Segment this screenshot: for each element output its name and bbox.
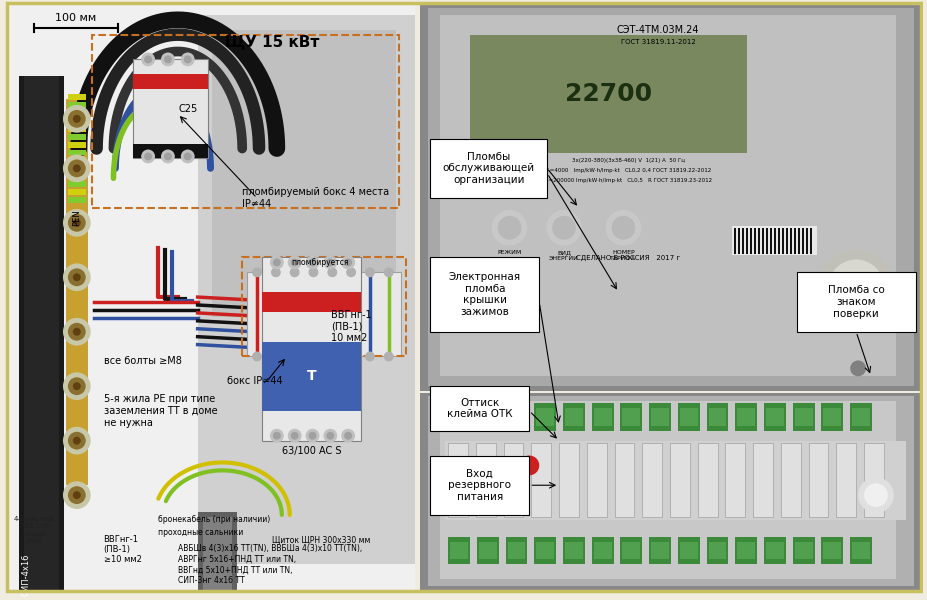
Circle shape bbox=[73, 115, 81, 123]
Circle shape bbox=[308, 259, 316, 266]
Bar bbox=[531, 443, 551, 517]
Circle shape bbox=[857, 478, 893, 513]
Bar bbox=[792, 537, 814, 565]
Bar bbox=[765, 228, 768, 254]
Circle shape bbox=[611, 216, 635, 239]
Bar bbox=[737, 542, 755, 559]
Bar bbox=[428, 8, 912, 386]
Bar bbox=[507, 542, 525, 559]
Circle shape bbox=[305, 429, 319, 443]
Circle shape bbox=[849, 361, 865, 376]
Bar bbox=[430, 386, 528, 431]
Circle shape bbox=[270, 256, 284, 269]
Bar bbox=[534, 537, 555, 565]
Bar bbox=[649, 537, 670, 565]
Bar bbox=[19, 76, 64, 591]
Bar bbox=[792, 403, 814, 431]
Circle shape bbox=[141, 149, 155, 163]
Circle shape bbox=[73, 219, 81, 227]
Text: пломбируется: пломбируется bbox=[291, 258, 349, 267]
Circle shape bbox=[164, 55, 171, 64]
Bar bbox=[534, 403, 555, 431]
Bar bbox=[503, 443, 523, 517]
Circle shape bbox=[863, 483, 887, 507]
Bar bbox=[669, 443, 689, 517]
Circle shape bbox=[271, 268, 281, 277]
Bar bbox=[212, 30, 395, 317]
Circle shape bbox=[141, 52, 155, 67]
Bar bbox=[197, 15, 415, 565]
Bar bbox=[785, 228, 787, 254]
Bar bbox=[68, 181, 85, 187]
Bar bbox=[822, 408, 841, 426]
Text: проходные сальники: проходные сальники bbox=[158, 528, 243, 537]
Circle shape bbox=[364, 352, 375, 361]
Bar bbox=[536, 542, 553, 559]
Bar bbox=[777, 228, 779, 254]
Bar bbox=[742, 228, 743, 254]
Bar bbox=[781, 228, 783, 254]
Circle shape bbox=[68, 268, 85, 286]
Bar bbox=[133, 143, 208, 158]
Circle shape bbox=[323, 256, 337, 269]
Circle shape bbox=[287, 256, 301, 269]
Circle shape bbox=[73, 274, 81, 281]
Bar bbox=[476, 443, 495, 517]
Text: 4-жильный
ПВ3 1х6
общий
узел: 4-жильный ПВ3 1х6 общий узел bbox=[14, 516, 55, 544]
Circle shape bbox=[346, 268, 356, 277]
Circle shape bbox=[289, 268, 299, 277]
Bar bbox=[450, 542, 467, 559]
Bar bbox=[242, 257, 405, 356]
Bar bbox=[649, 403, 670, 431]
Bar bbox=[697, 443, 717, 517]
Bar bbox=[820, 403, 843, 431]
Text: C25: C25 bbox=[178, 104, 197, 114]
Bar bbox=[794, 408, 812, 426]
Bar bbox=[801, 228, 803, 254]
Circle shape bbox=[491, 210, 527, 245]
Bar bbox=[68, 134, 85, 140]
Circle shape bbox=[341, 256, 355, 269]
Text: НОМЕР
ТАРИФА: НОМЕР ТАРИФА bbox=[610, 250, 636, 261]
Text: 22700: 22700 bbox=[565, 82, 652, 106]
Bar bbox=[68, 126, 85, 132]
Bar bbox=[593, 408, 611, 426]
Bar bbox=[420, 5, 920, 391]
Circle shape bbox=[160, 52, 174, 67]
Bar bbox=[68, 189, 85, 195]
Circle shape bbox=[63, 373, 91, 400]
Bar bbox=[734, 403, 756, 431]
Text: ВВГнг-1
(ПВ-1)
10 мм2: ВВГнг-1 (ПВ-1) 10 мм2 bbox=[331, 310, 372, 343]
Bar bbox=[614, 443, 634, 517]
Bar bbox=[651, 408, 668, 426]
Circle shape bbox=[287, 429, 301, 443]
Bar bbox=[430, 139, 547, 198]
Circle shape bbox=[384, 352, 393, 361]
Bar bbox=[651, 542, 668, 559]
Text: СИП-4х16: СИП-4х16 bbox=[22, 553, 31, 596]
Bar bbox=[849, 403, 871, 431]
Circle shape bbox=[344, 432, 351, 440]
Circle shape bbox=[63, 154, 91, 182]
Circle shape bbox=[326, 432, 334, 440]
Bar bbox=[565, 408, 582, 426]
Circle shape bbox=[160, 149, 174, 163]
Bar bbox=[863, 443, 883, 517]
Circle shape bbox=[164, 152, 171, 160]
Bar bbox=[622, 408, 640, 426]
Bar bbox=[761, 228, 763, 254]
Bar bbox=[261, 257, 361, 440]
Bar bbox=[835, 443, 856, 517]
Bar bbox=[622, 542, 640, 559]
Bar bbox=[133, 74, 208, 89]
Bar bbox=[641, 443, 661, 517]
Bar bbox=[754, 228, 756, 254]
Circle shape bbox=[605, 210, 641, 245]
Circle shape bbox=[68, 160, 85, 177]
Circle shape bbox=[273, 432, 281, 440]
Text: все болты ≥М8: все болты ≥М8 bbox=[104, 356, 181, 367]
Bar bbox=[708, 542, 726, 559]
Circle shape bbox=[252, 352, 261, 361]
Circle shape bbox=[68, 432, 85, 449]
Bar bbox=[593, 542, 611, 559]
